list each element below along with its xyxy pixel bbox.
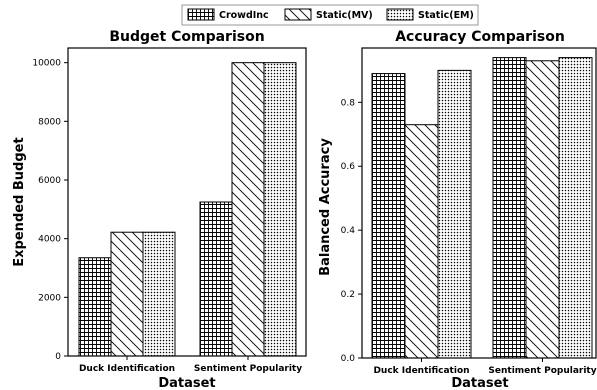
y-tick-label: 10000 <box>32 59 61 69</box>
bars <box>371 57 593 359</box>
legend-item-crowdinc: CrowdInc <box>187 8 269 21</box>
bar-static-em <box>558 57 593 359</box>
legend-swatch-diagonal <box>284 8 312 21</box>
y-axis-label: Expended Budget <box>12 137 27 266</box>
budget-chart: Budget Comparison Dataset Expended Budge… <box>12 29 307 390</box>
bar-static-em <box>263 62 297 357</box>
x-ticks: Duck Identification Sentiment Popularity <box>79 356 302 374</box>
x-axis-label: Dataset <box>158 376 215 390</box>
bar-crowdinc <box>492 57 527 359</box>
y-tick-label: 0.0 <box>341 354 356 364</box>
x-axis-label: Dataset <box>451 376 508 390</box>
x-ticks: Duck Identification Sentiment Popularity <box>373 358 597 376</box>
y-tick-label: 0.8 <box>341 98 356 108</box>
legend-item-static-em: Static(EM) <box>386 8 474 21</box>
y-tick-label: 0.2 <box>341 290 355 300</box>
accuracy-chart: Accuracy Comparison Dataset Balanced Acc… <box>318 29 597 390</box>
bar-crowdinc <box>78 257 112 357</box>
bars <box>78 62 297 357</box>
plot-frame <box>361 47 597 359</box>
y-tick-label: 2000 <box>38 293 61 303</box>
x-tick-label: Sentiment Popularity <box>488 366 596 376</box>
chart-title: Budget Comparison <box>109 29 264 45</box>
legend-label: Static(EM) <box>418 10 474 21</box>
y-tick-label: 8000 <box>38 117 61 127</box>
legend-item-static-mv: Static(MV) <box>284 8 373 21</box>
y-ticks: 0.0 0.2 0.4 0.6 0.8 <box>341 98 362 364</box>
bar-static-mv <box>404 124 439 359</box>
legend-label: CrowdInc <box>219 10 269 21</box>
y-ticks: 0 2000 4000 6000 8000 10000 <box>32 59 68 362</box>
legend-swatch-dots <box>386 8 414 21</box>
y-tick-label: 0 <box>55 352 61 362</box>
plot-frame <box>67 47 307 357</box>
legend-label: Static(MV) <box>316 10 373 21</box>
bar-static-em <box>142 231 176 357</box>
bar-static-mv <box>525 60 560 359</box>
bar-static-mv <box>110 231 144 357</box>
legend-swatch-grid <box>187 8 215 21</box>
legend: CrowdInc Static(MV) Static(EM) <box>181 4 479 26</box>
y-tick-label: 6000 <box>38 176 61 186</box>
bar-static-mv <box>231 62 265 357</box>
bar-crowdinc <box>199 201 233 357</box>
chart-title: Accuracy Comparison <box>395 29 565 45</box>
bar-crowdinc <box>371 73 406 359</box>
x-tick-label: Sentiment Popularity <box>194 364 302 374</box>
y-axis-label: Balanced Accuracy <box>318 138 333 276</box>
x-tick-label: Duck Identification <box>373 366 469 376</box>
y-tick-label: 4000 <box>38 235 61 245</box>
bar-static-em <box>437 69 472 359</box>
x-tick-label: Duck Identification <box>79 364 175 374</box>
y-tick-label: 0.4 <box>341 226 356 236</box>
y-tick-label: 0.6 <box>341 162 356 172</box>
